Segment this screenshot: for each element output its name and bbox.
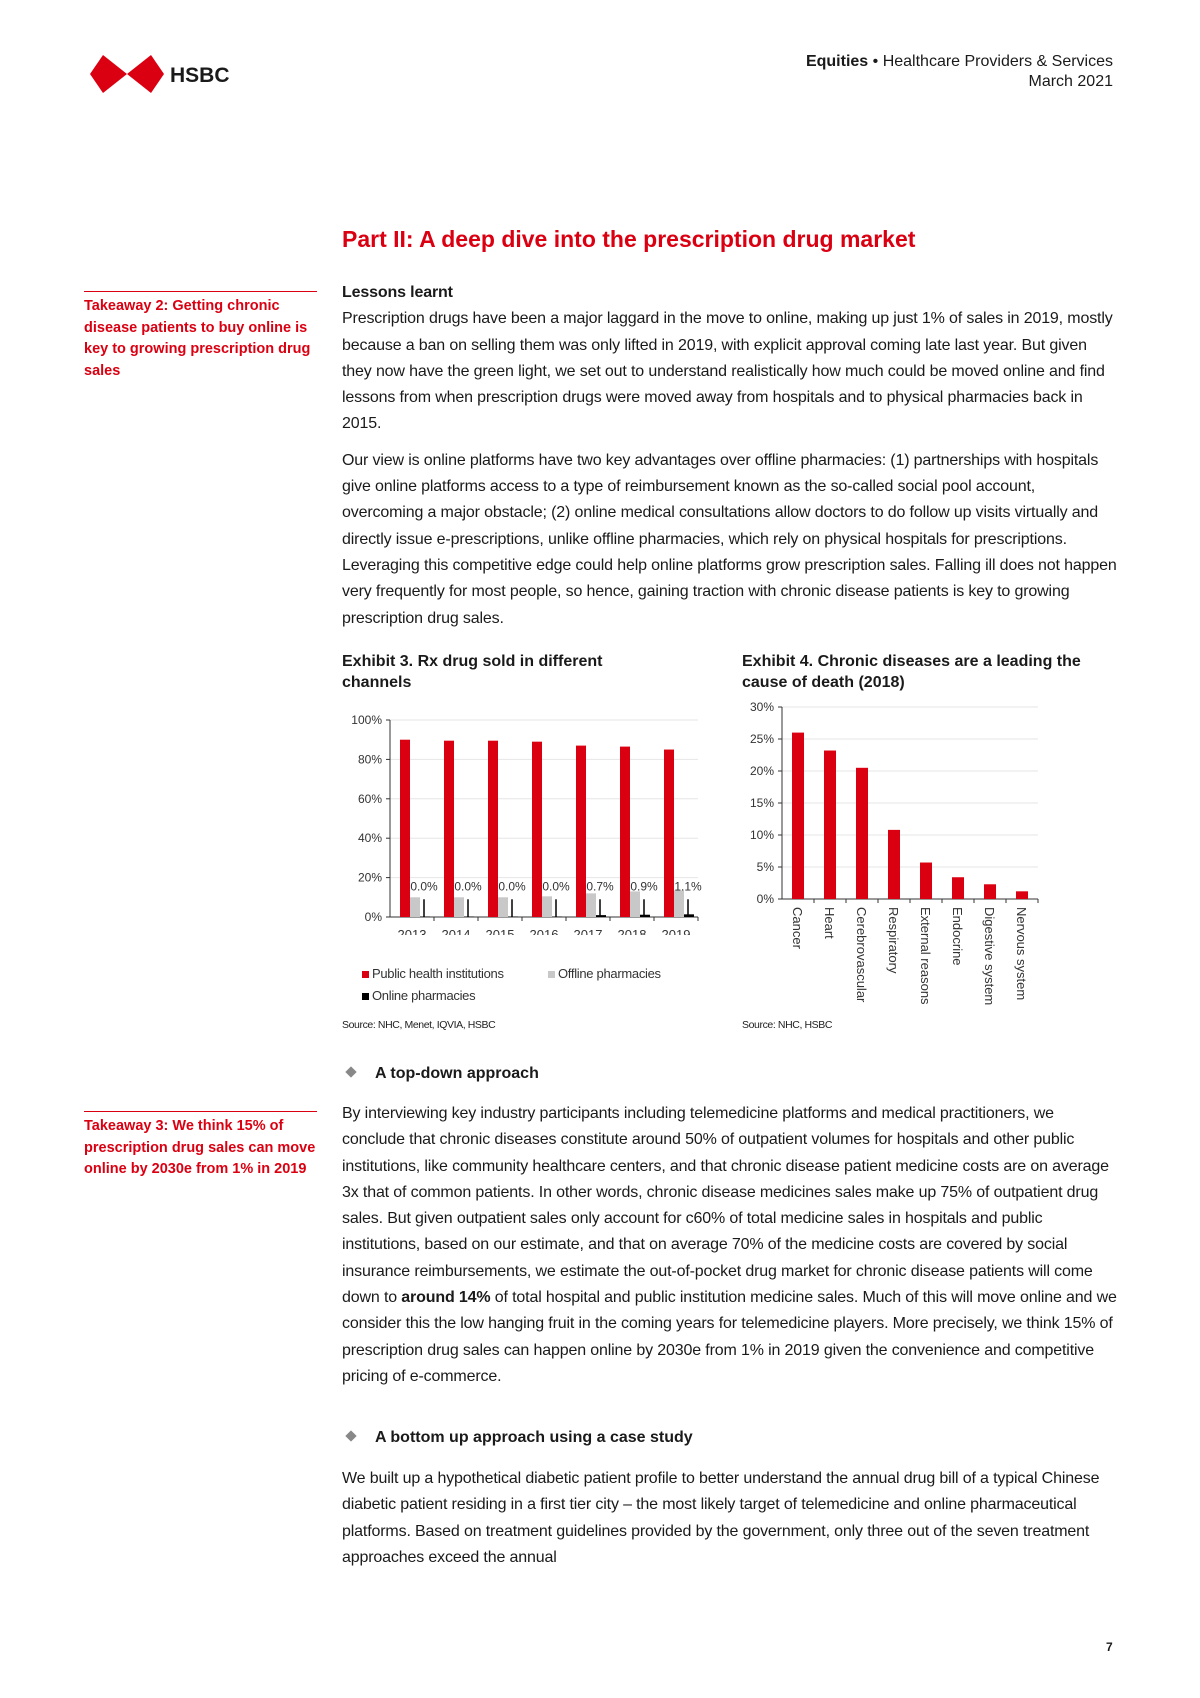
takeaway-2: Takeaway 2: Getting chronic disease pati…	[84, 291, 317, 382]
legend-item-online: Online pharmacies	[362, 988, 476, 1003]
x-tick-label: Nervous system	[1014, 907, 1029, 1000]
page-number: 7	[1106, 1640, 1113, 1654]
lessons-heading: Lessons learnt	[342, 284, 453, 301]
data-label-online: 0.0%	[542, 879, 570, 893]
exhibit-4-source: Source: NHC, HSBC	[742, 1019, 833, 1031]
x-tick-label: Respiratory	[886, 907, 901, 974]
exhibit-3-chart: 0% 20% 40% 60% 80% 100% 0.0% 2013 0.0% 2014 0.0% 20…	[351, 713, 702, 935]
bar-offline-pharmacies	[630, 891, 640, 917]
bar-nervous-system	[1016, 891, 1028, 899]
bar-online-pharmacies	[596, 915, 606, 917]
bar-online-pharmacies	[640, 914, 650, 917]
bar-endocrine	[952, 877, 964, 899]
bar-offline-pharmacies	[454, 897, 464, 917]
exhibit-4-title: Exhibit 4. Chronic diseases are a leadin…	[742, 653, 1081, 691]
bottomup-heading: A bottom up approach using a case study	[342, 1429, 693, 1447]
y-tick-label: 60%	[358, 792, 382, 806]
x-tick-label: Digestive system	[982, 907, 997, 1005]
header-section: Equities • Healthcare Providers & Servic…	[805, 53, 1113, 70]
data-label-online: 0.0%	[454, 879, 482, 893]
bar-heart	[824, 750, 836, 899]
x-tick-label: Endocrine	[950, 907, 965, 966]
bar-digestive-system	[984, 884, 996, 899]
y-tick-label: 100%	[351, 713, 382, 727]
legend-item-public: Public health institutions	[362, 966, 504, 981]
bar-public-health	[620, 746, 630, 917]
x-tick-label: 2018	[618, 927, 647, 935]
bar-public-health	[532, 741, 542, 917]
bar-public-health	[444, 740, 454, 917]
bar-offline-pharmacies	[498, 897, 508, 917]
y-tick-label: 80%	[358, 752, 382, 766]
x-tick-label: 2013	[398, 927, 427, 935]
y-tick-label: 10%	[750, 828, 774, 842]
hsbc-logo: HSBC	[90, 55, 230, 98]
y-tick-label: 5%	[757, 860, 775, 874]
data-label-online: 0.0%	[410, 879, 438, 893]
y-tick-label: 0%	[757, 892, 775, 906]
x-tick-label: 2016	[530, 927, 559, 935]
bar-online-pharmacies	[508, 916, 518, 917]
x-tick-label: 2019	[662, 927, 691, 935]
hsbc-hexagon-icon: HSBC	[90, 55, 230, 93]
bar-respiratory	[888, 829, 900, 899]
bar-cerebrovascular	[856, 767, 868, 899]
bar-offline-pharmacies	[674, 890, 684, 917]
data-label-online: 0.7%	[586, 879, 614, 893]
lessons-section: Lessons learnt Prescription drugs have b…	[342, 280, 1117, 632]
bar-offline-pharmacies	[410, 897, 420, 917]
y-tick-label: 30%	[750, 700, 774, 714]
svg-text:HSBC: HSBC	[170, 64, 230, 87]
x-tick-label: Heart	[822, 907, 837, 939]
bottomup-paragraph: We built up a hypothetical diabetic pati…	[342, 1470, 1100, 1566]
exhibit-4-chart: 0% 5% 10% 15% 20% 25% 30% Cancer Heart Cerebrovas…	[750, 700, 1039, 1005]
y-tick-label: 25%	[750, 732, 774, 746]
lessons-paragraph-1: Prescription drugs have been a major lag…	[342, 310, 1113, 433]
x-tick-label: External reasons	[918, 907, 933, 1005]
bar-offline-pharmacies	[542, 896, 552, 917]
bar-public-health	[400, 739, 410, 917]
exhibit-3-title: Exhibit 3. Rx drug sold in different cha…	[342, 653, 603, 691]
bar-public-health	[576, 745, 586, 917]
takeaway-3: Takeaway 3: We think 15% of prescription…	[84, 1111, 317, 1181]
legend-swatch-black	[362, 993, 369, 1000]
x-tick-label: Cerebrovascular	[854, 907, 869, 1003]
legend-item-offline: Offline pharmacies	[548, 966, 661, 981]
bar-online-pharmacies	[420, 916, 430, 917]
y-tick-label: 20%	[750, 764, 774, 778]
x-tick-label: 2017	[574, 927, 603, 935]
bar-online-pharmacies	[464, 916, 474, 917]
y-tick-label: 40%	[358, 831, 382, 845]
data-label-online: 1.1%	[674, 879, 702, 893]
y-tick-label: 15%	[750, 796, 774, 810]
x-tick-label: 2014	[442, 927, 471, 935]
y-tick-label: 20%	[358, 871, 382, 885]
data-label-online: 0.9%	[630, 879, 658, 893]
topdown-paragraph: By interviewing key industry participant…	[342, 1105, 1117, 1385]
diamond-bullet-icon	[345, 1066, 357, 1078]
lessons-paragraph-2: Our view is online platforms have two ke…	[342, 451, 1117, 627]
bar-cancer	[792, 732, 804, 899]
bar-public-health	[488, 740, 498, 917]
legend-swatch-red	[362, 971, 369, 978]
diamond-bullet-icon	[345, 1430, 357, 1442]
bar-public-health	[664, 749, 674, 917]
bar-online-pharmacies	[552, 916, 562, 917]
topdown-heading: A top-down approach	[342, 1065, 539, 1083]
x-tick-label: Cancer	[790, 907, 805, 950]
page-title: Part II: A deep dive into the prescripti…	[342, 226, 916, 252]
bar-online-pharmacies	[684, 914, 694, 917]
legend-swatch-grey	[548, 971, 555, 978]
y-tick-label: 0%	[365, 910, 383, 924]
header-date: March 2021	[1028, 73, 1114, 90]
data-label-online: 0.0%	[498, 879, 526, 893]
bar-offline-pharmacies	[586, 893, 596, 917]
x-tick-label: 2015	[486, 927, 515, 935]
exhibit-3-source: Source: NHC, Menet, IQVIA, HSBC	[342, 1019, 496, 1031]
bar-external-reasons	[920, 862, 932, 899]
